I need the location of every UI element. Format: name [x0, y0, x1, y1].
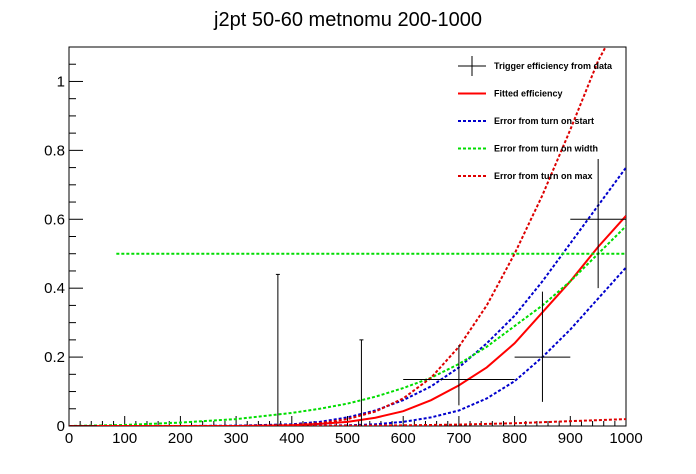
series-line-fitted-efficiency-0: [69, 215, 626, 426]
data-point: [403, 345, 515, 406]
x-tick-label: 100: [112, 430, 137, 447]
y-tick-label: 1: [57, 73, 65, 90]
axes: 0 100 200 300 400 500 600 700 800 900 1000 0 0.2 0.4 0…: [44, 46, 643, 447]
x-tick-label: 500: [335, 430, 360, 447]
legend-label: Error from turn on width: [494, 144, 598, 154]
legend-entry: Error from turn on max: [458, 171, 593, 181]
legend-entry: Error from turn on width: [458, 144, 598, 154]
x-tick-label: 300: [224, 430, 249, 447]
data-point: [514, 291, 571, 402]
x-tick-label: 600: [391, 430, 416, 447]
y-tick-label: 0.8: [44, 142, 65, 159]
legend-label: Error from turn on start: [494, 116, 594, 126]
legend-label: Fitted efficiency: [494, 89, 563, 99]
data-point: [570, 158, 626, 289]
data-points-layer: [69, 158, 626, 427]
x-tick-label: 200: [168, 430, 193, 447]
legend-entry: Fitted efficiency: [458, 89, 563, 99]
series-line-error-from-turn-on-start-1: [69, 166, 626, 426]
data-point: [275, 273, 280, 426]
series-layer: [69, 47, 626, 426]
legend-label: Trigger efficiency from data: [494, 61, 613, 71]
x-tick-label: 900: [558, 430, 583, 447]
x-tick-label: 1000: [609, 430, 642, 447]
series-line-error-from-turn-on-width-3: [69, 225, 626, 426]
y-tick-label: 0.4: [44, 280, 65, 297]
y-tick-label: 0: [57, 418, 65, 435]
y-tick-label: 0.6: [44, 211, 65, 228]
legend: Trigger efficiency from data Fitted effic…: [458, 56, 613, 181]
legend-label: Error from turn on max: [494, 171, 593, 181]
y-tick-label: 0.2: [44, 349, 65, 366]
x-tick-label: 800: [502, 430, 527, 447]
x-tick-label: 700: [446, 430, 471, 447]
x-tick-label: 400: [279, 430, 304, 447]
series-line-error-from-turn-on-max-5: [69, 47, 607, 426]
legend-entry: Trigger efficiency from data: [458, 56, 613, 76]
legend-entry: Error from turn on start: [458, 116, 594, 126]
chart-title: j2pt 50-60 metnomu 200-1000: [213, 9, 482, 31]
data-point: [359, 339, 364, 426]
x-tick-label: 0: [65, 430, 73, 447]
